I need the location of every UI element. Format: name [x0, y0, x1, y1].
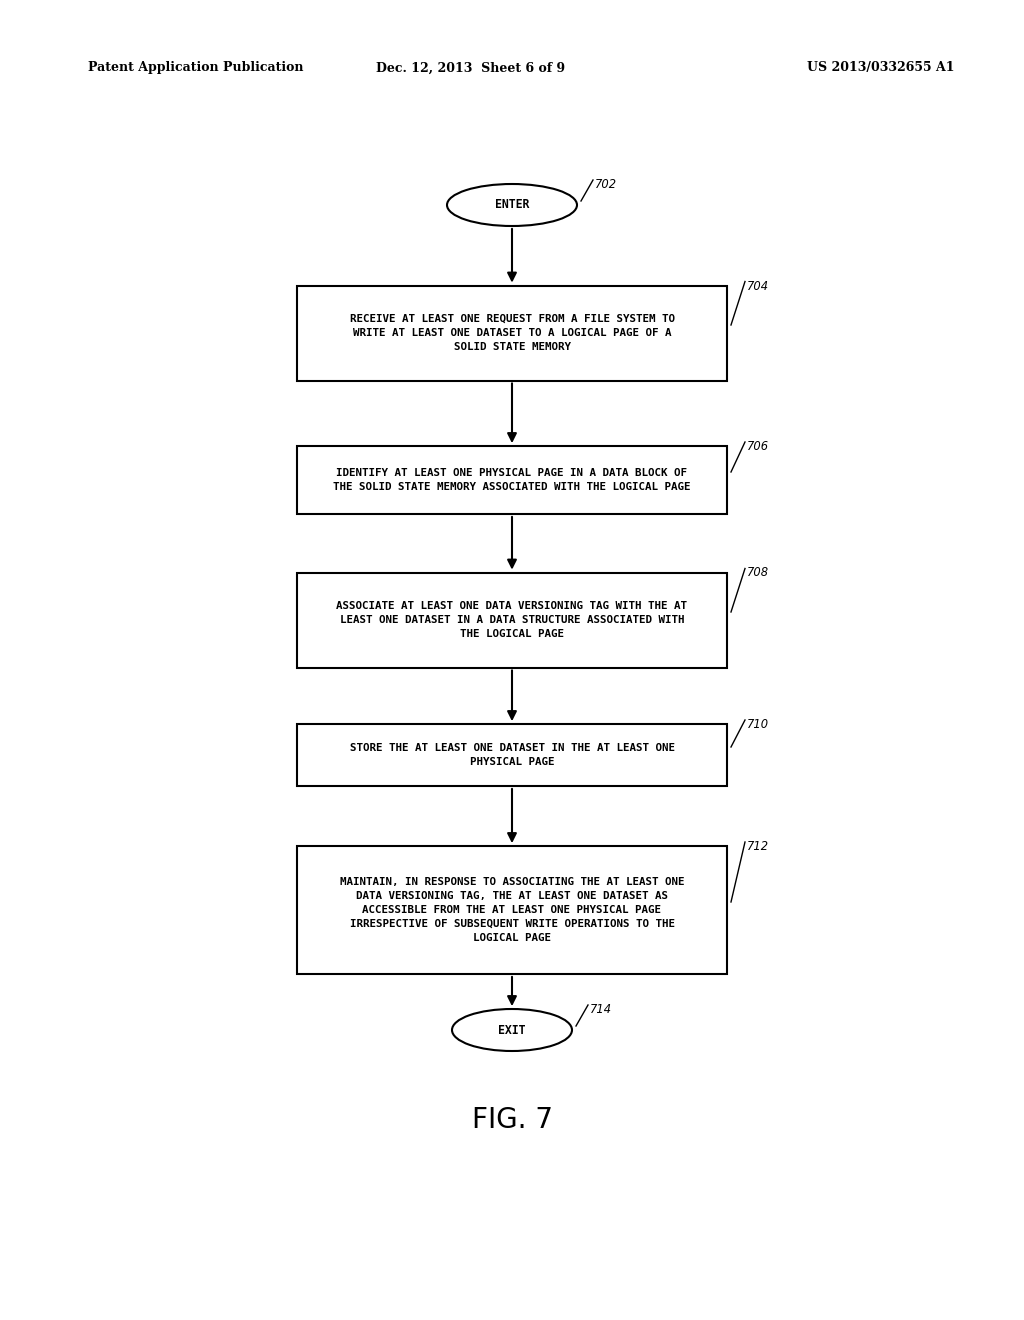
Text: 704: 704: [746, 280, 769, 293]
Text: EXIT: EXIT: [499, 1023, 525, 1036]
Bar: [297, 846, 727, 974]
Text: 702: 702: [595, 178, 617, 191]
Text: STORE THE AT LEAST ONE DATASET IN THE AT LEAST ONE
PHYSICAL PAGE: STORE THE AT LEAST ONE DATASET IN THE AT…: [349, 743, 675, 767]
Bar: [297, 446, 727, 513]
Text: Patent Application Publication: Patent Application Publication: [88, 62, 303, 74]
Text: Dec. 12, 2013  Sheet 6 of 9: Dec. 12, 2013 Sheet 6 of 9: [377, 62, 565, 74]
Text: 712: 712: [746, 840, 769, 853]
Text: FIG. 7: FIG. 7: [471, 1106, 553, 1134]
Text: RECEIVE AT LEAST ONE REQUEST FROM A FILE SYSTEM TO
WRITE AT LEAST ONE DATASET TO: RECEIVE AT LEAST ONE REQUEST FROM A FILE…: [349, 314, 675, 352]
Text: ASSOCIATE AT LEAST ONE DATA VERSIONING TAG WITH THE AT
LEAST ONE DATASET IN A DA: ASSOCIATE AT LEAST ONE DATA VERSIONING T…: [337, 601, 687, 639]
Text: US 2013/0332655 A1: US 2013/0332655 A1: [807, 62, 954, 74]
Text: 706: 706: [746, 440, 769, 453]
Bar: [297, 573, 727, 668]
Text: 710: 710: [746, 718, 769, 731]
Text: MAINTAIN, IN RESPONSE TO ASSOCIATING THE AT LEAST ONE
DATA VERSIONING TAG, THE A: MAINTAIN, IN RESPONSE TO ASSOCIATING THE…: [340, 876, 684, 942]
Text: 708: 708: [746, 566, 769, 579]
Text: 714: 714: [590, 1003, 612, 1016]
Text: IDENTIFY AT LEAST ONE PHYSICAL PAGE IN A DATA BLOCK OF
THE SOLID STATE MEMORY AS: IDENTIFY AT LEAST ONE PHYSICAL PAGE IN A…: [333, 469, 691, 492]
Text: ENTER: ENTER: [495, 198, 529, 211]
Bar: [297, 723, 727, 785]
Bar: [297, 285, 727, 380]
